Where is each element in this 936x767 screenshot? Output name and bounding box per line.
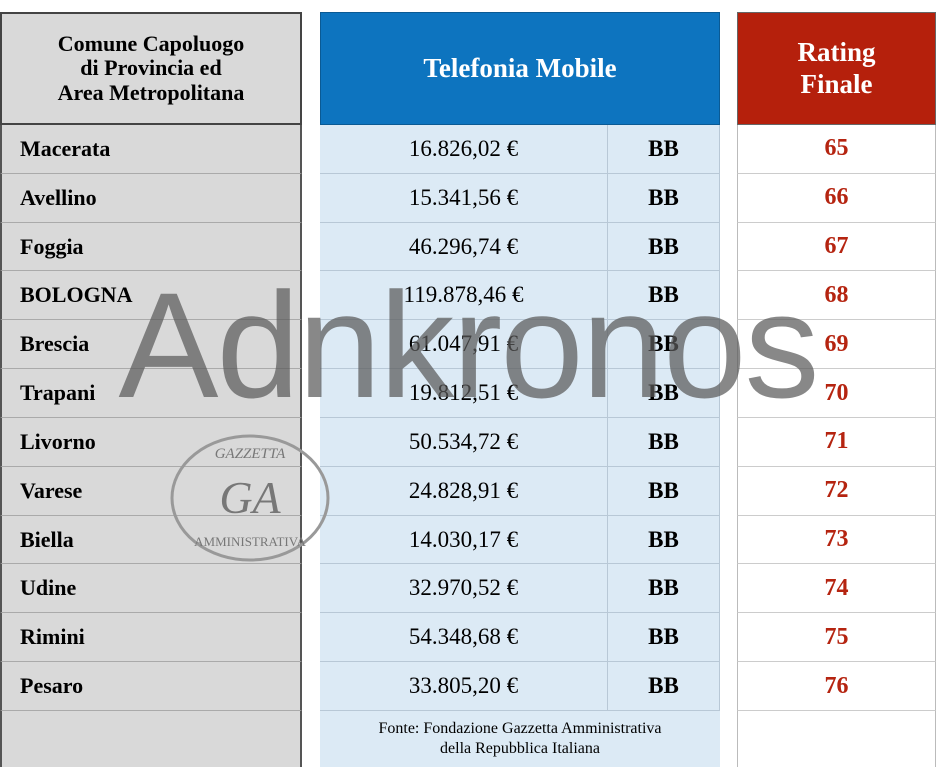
- logo: GAZZETTA GA AMMINISTRATIVA: [170, 434, 330, 562]
- val-cell: 50.534,72 €: [320, 417, 608, 467]
- val-cell: 61.047,91 €: [320, 320, 608, 370]
- header-text: Telefonia Mobile: [423, 53, 617, 83]
- val-cell: 15.341,56 €: [320, 173, 608, 223]
- cls-cell: BB: [608, 369, 720, 418]
- val-cell: 32.970,52 €: [320, 564, 608, 614]
- cls-cell: BB: [608, 222, 720, 272]
- rat-cell: 75: [737, 613, 936, 663]
- cls-cell: BB: [608, 613, 720, 663]
- city-cell: Trapani: [0, 369, 302, 418]
- val-cell: 54.348,68 €: [320, 613, 608, 663]
- rat-cell: 70: [737, 369, 936, 418]
- cls-cell: BB: [608, 515, 720, 565]
- logo-bottom: AMMINISTRATIVA: [194, 534, 306, 549]
- val-cell: 33.805,20 €: [320, 662, 608, 711]
- header-line: Comune Capoluogo: [57, 31, 245, 57]
- source-line: della Repubblica Italiana: [440, 740, 600, 757]
- val-cell: 24.828,91 €: [320, 466, 608, 516]
- rating-header: Rating Finale: [737, 12, 936, 125]
- rat-cell: 72: [737, 466, 936, 516]
- val-cell: 19.812,51 €: [320, 369, 608, 418]
- rat-cell: 69: [737, 320, 936, 370]
- city-cell: Varese: [0, 466, 302, 516]
- watermark: Adnkronos: [118, 261, 819, 429]
- header-line: di Provincia ed: [80, 55, 222, 81]
- city-cell: BOLOGNA: [0, 271, 302, 321]
- logo-ring: [170, 434, 330, 562]
- val-cell: 16.826,02 €: [320, 125, 608, 174]
- city-cell: Pesaro: [0, 662, 302, 711]
- rat-cell: 67: [737, 222, 936, 272]
- header-line: Rating: [797, 37, 876, 68]
- rat-cell: 65: [737, 125, 936, 174]
- rat-cell: 76: [737, 662, 936, 711]
- cls-cell: BB: [608, 271, 720, 321]
- city-cell: Udine: [0, 564, 302, 614]
- footer-left: [0, 711, 302, 767]
- header-line: Area Metropolitana: [57, 79, 245, 105]
- val-cell: 119.878,46 €: [320, 271, 608, 321]
- city-cell: Avellino: [0, 173, 302, 223]
- city-cell: Rimini: [0, 613, 302, 663]
- rat-cell: 66: [737, 173, 936, 223]
- cls-cell: BB: [608, 564, 720, 614]
- val-cell: 46.296,74 €: [320, 222, 608, 272]
- service-header: Telefonia Mobile: [320, 12, 720, 125]
- logo-initials: GA: [219, 472, 281, 523]
- city-cell: Foggia: [0, 222, 302, 272]
- rat-cell: 74: [737, 564, 936, 614]
- city-cell: Biella: [0, 515, 302, 565]
- header-line: Finale: [800, 68, 873, 99]
- cls-cell: BB: [608, 125, 720, 174]
- cls-cell: BB: [608, 466, 720, 516]
- cls-cell: BB: [608, 662, 720, 711]
- city-cell: Brescia: [0, 320, 302, 370]
- city-cell: Macerata: [0, 125, 302, 174]
- city-cell: Livorno: [0, 417, 302, 467]
- cls-cell: BB: [608, 173, 720, 223]
- rat-cell: 68: [737, 271, 936, 321]
- logo-top: GAZZETTA: [215, 446, 286, 462]
- source-line: Fonte: Fondazione Gazzetta Amministrativ…: [378, 720, 662, 737]
- cls-cell: BB: [608, 417, 720, 467]
- cls-cell: BB: [608, 320, 720, 370]
- val-cell: 14.030,17 €: [320, 515, 608, 565]
- source: Fonte: Fondazione Gazzetta Amministrativ…: [320, 711, 720, 767]
- footer-right: [737, 711, 936, 767]
- city-header: Comune Capoluogo di Provincia ed Area Me…: [0, 12, 302, 125]
- rat-cell: 73: [737, 515, 936, 565]
